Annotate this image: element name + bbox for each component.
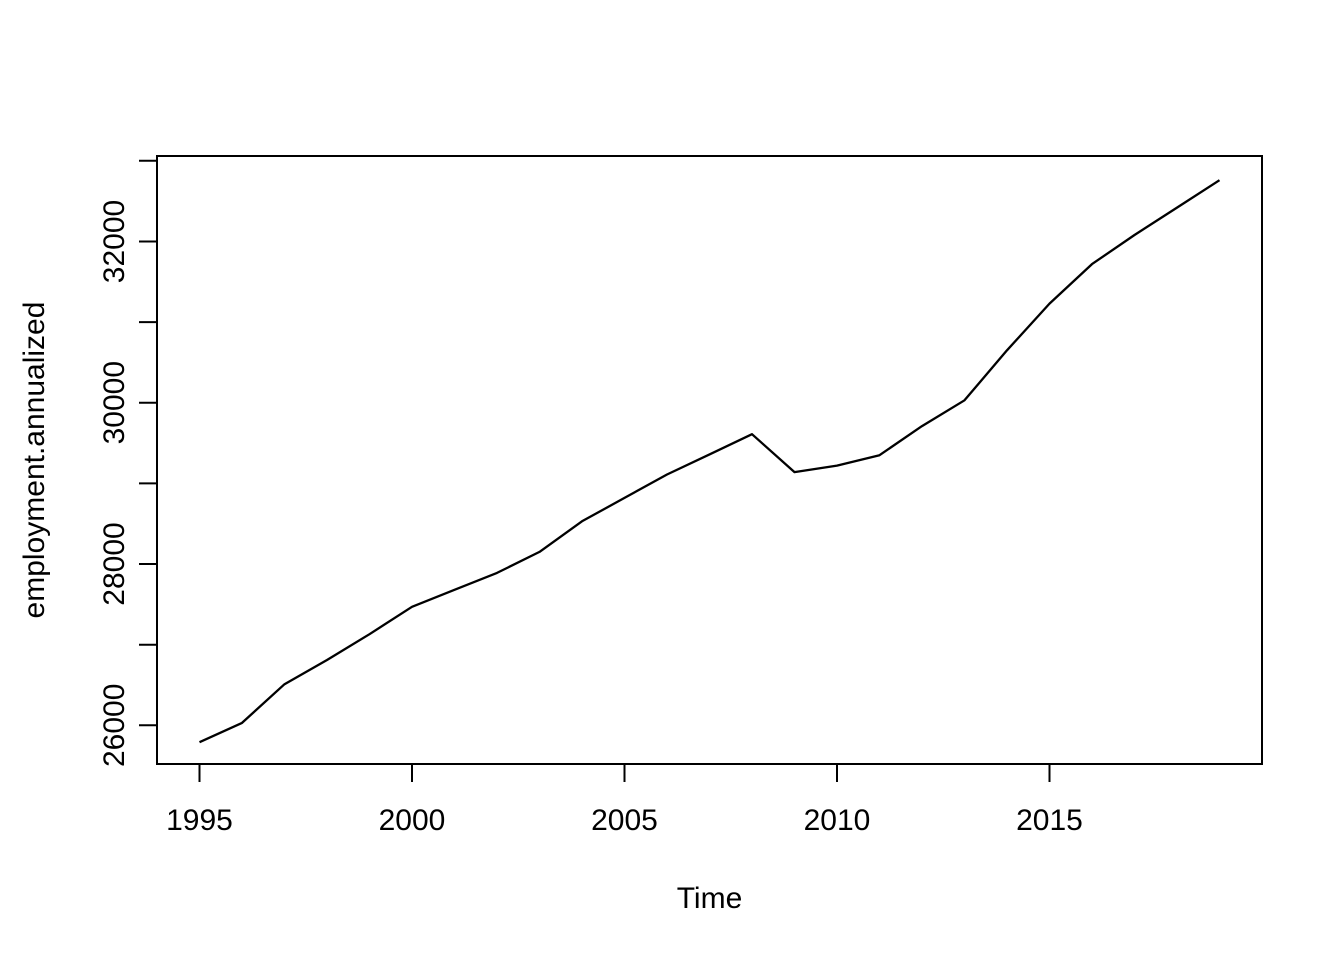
data-line bbox=[199, 179, 1221, 744]
y-tick-label: 26000 bbox=[98, 684, 131, 767]
x-tick-label: 2015 bbox=[1016, 804, 1083, 837]
y-tick-label: 28000 bbox=[98, 522, 131, 605]
x-tick-label: 2000 bbox=[379, 804, 446, 837]
x-tick-label: 2010 bbox=[804, 804, 871, 837]
plot-box bbox=[156, 155, 1263, 765]
x-tick-label: 2005 bbox=[591, 804, 658, 837]
x-axis-title: Time bbox=[677, 882, 743, 915]
y-axis-title: employment.annualized bbox=[18, 302, 51, 619]
y-tick-label: 32000 bbox=[98, 200, 131, 283]
y-tick-label: 30000 bbox=[98, 361, 131, 444]
x-tick-label: 1995 bbox=[166, 804, 233, 837]
